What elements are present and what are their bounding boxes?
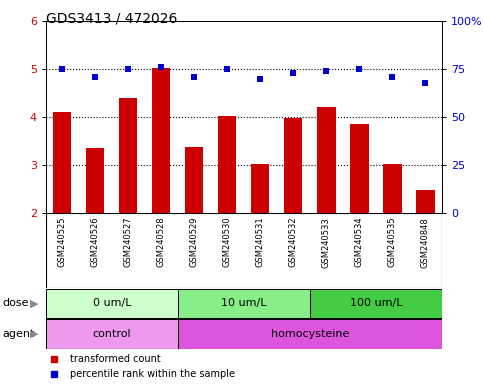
Point — [157, 64, 165, 70]
Text: GSM240527: GSM240527 — [124, 217, 133, 268]
Point — [125, 66, 132, 72]
Text: percentile rank within the sample: percentile rank within the sample — [70, 369, 235, 379]
Point — [91, 74, 99, 80]
Text: GSM240535: GSM240535 — [388, 217, 397, 268]
Point — [224, 66, 231, 72]
Bar — [46, 319, 178, 349]
Bar — [86, 148, 104, 213]
Point — [256, 76, 264, 82]
Text: transformed count: transformed count — [70, 354, 160, 364]
Bar — [53, 113, 71, 213]
Point — [422, 79, 429, 86]
Text: GSM240532: GSM240532 — [289, 217, 298, 268]
Bar — [350, 124, 369, 213]
Bar — [178, 289, 310, 318]
Text: GSM240530: GSM240530 — [223, 217, 232, 268]
Point — [289, 70, 297, 76]
Bar — [185, 147, 203, 213]
Text: GSM240525: GSM240525 — [58, 217, 67, 267]
Point — [355, 66, 363, 72]
Text: ▶: ▶ — [30, 329, 39, 339]
Bar — [218, 116, 237, 213]
Point — [323, 68, 330, 74]
Point — [388, 74, 396, 80]
Text: 0 um/L: 0 um/L — [93, 298, 131, 308]
Text: 100 um/L: 100 um/L — [350, 298, 402, 308]
Text: GSM240526: GSM240526 — [91, 217, 100, 268]
Bar — [178, 319, 442, 349]
Text: agent: agent — [2, 329, 35, 339]
Text: GSM240533: GSM240533 — [322, 217, 331, 268]
Bar — [251, 164, 270, 213]
Text: GSM240528: GSM240528 — [157, 217, 166, 268]
Bar — [46, 289, 178, 318]
Point — [58, 66, 66, 72]
Text: homocysteine: homocysteine — [271, 329, 349, 339]
Text: GSM240534: GSM240534 — [355, 217, 364, 268]
Bar — [310, 289, 442, 318]
Text: GSM240529: GSM240529 — [190, 217, 199, 267]
Point — [190, 74, 198, 80]
Text: GSM240531: GSM240531 — [256, 217, 265, 268]
Bar — [119, 98, 138, 213]
Text: GDS3413 / 472026: GDS3413 / 472026 — [46, 12, 177, 25]
Bar — [384, 164, 401, 213]
Bar — [152, 68, 170, 213]
Bar — [317, 107, 336, 213]
Text: GSM240848: GSM240848 — [421, 217, 430, 268]
Text: dose: dose — [2, 298, 29, 308]
Text: 10 um/L: 10 um/L — [221, 298, 267, 308]
Bar — [416, 190, 435, 213]
Text: ▶: ▶ — [30, 298, 39, 308]
Bar — [284, 118, 302, 213]
Text: control: control — [93, 329, 131, 339]
